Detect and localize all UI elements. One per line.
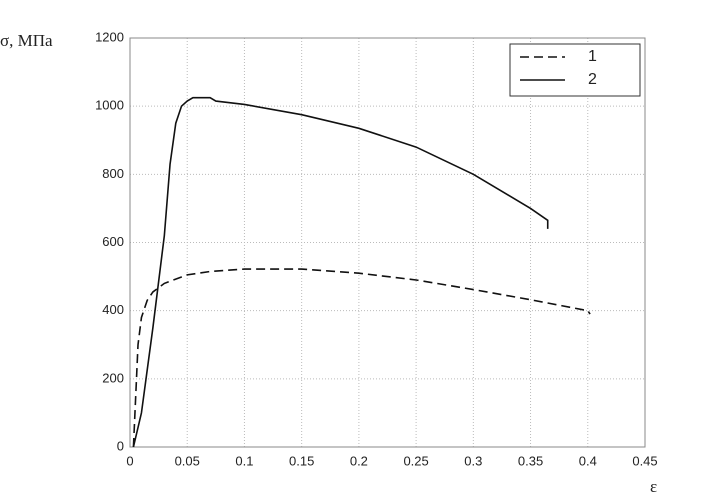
y-tick-label: 1000 xyxy=(95,98,124,113)
x-tick-label: 0.15 xyxy=(289,453,314,468)
x-tick-label: 0 xyxy=(126,453,133,468)
x-tick-label: 0.45 xyxy=(632,453,657,468)
x-tick-label: 0.4 xyxy=(579,453,597,468)
x-tick-label: 0.2 xyxy=(350,453,368,468)
data-line xyxy=(132,268,591,448)
y-tick-label: 1200 xyxy=(95,29,124,44)
y-tick-label: 400 xyxy=(102,302,124,317)
y-tick-label: 200 xyxy=(102,370,124,385)
legend-box xyxy=(509,43,641,97)
y-axis-label: σ, МПа xyxy=(0,31,53,50)
y-tick-label: 600 xyxy=(102,234,124,249)
data-line xyxy=(132,96,549,448)
plot-frame xyxy=(129,37,646,448)
x-tick-label: 0.35 xyxy=(518,453,543,468)
y-tick-label: 0 xyxy=(117,438,124,453)
legend-label: 2 xyxy=(588,71,597,88)
x-tick-label: 0.3 xyxy=(464,453,482,468)
legend: 12 xyxy=(509,43,641,97)
x-tick-label: 0.25 xyxy=(403,453,428,468)
legend-label: 1 xyxy=(588,48,597,65)
x-tick-label: 0.05 xyxy=(175,453,200,468)
y-tick-label: 800 xyxy=(102,166,124,181)
x-tick-label: 0.1 xyxy=(235,453,253,468)
x-axis-label: ε xyxy=(650,477,657,496)
